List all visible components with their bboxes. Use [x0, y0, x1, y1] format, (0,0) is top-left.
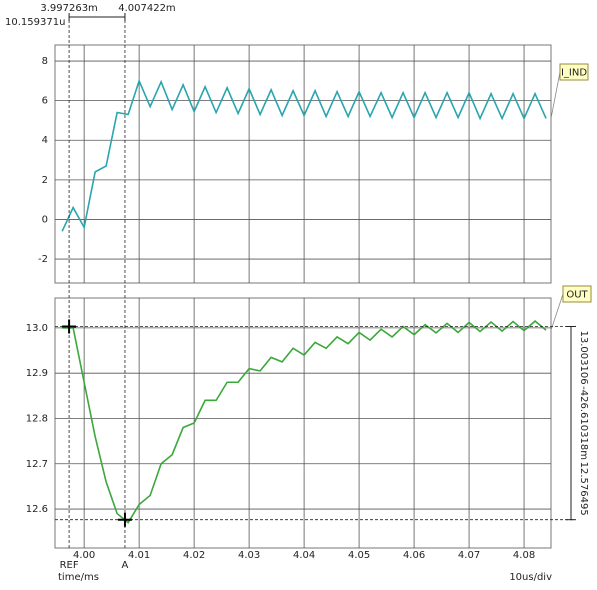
x-tick-label: 4.08 — [513, 550, 535, 561]
y-tick-label: 12.9 — [26, 368, 48, 379]
y-tick-label: 12.8 — [26, 413, 48, 424]
y-cursor-delta: -426.610318m — [578, 386, 589, 460]
x-tick-label: 4.04 — [293, 550, 315, 561]
scale-note: 10us/div — [509, 572, 552, 583]
x-tick-label: 4.05 — [348, 550, 370, 561]
legend-label: OUT — [566, 290, 588, 301]
cursor-time: 4.007422m — [118, 3, 175, 14]
series-line — [62, 320, 547, 524]
y-tick-label: 2 — [42, 175, 48, 186]
tag-box — [559, 63, 589, 81]
y-tick-label: 0 — [42, 214, 48, 225]
cursor-cross — [117, 512, 132, 527]
y-tick-label: 12.6 — [26, 504, 48, 515]
x-tick-label: 4.00 — [73, 550, 95, 561]
plot-area — [54, 297, 552, 549]
y-tick-label: -2 — [38, 254, 48, 265]
y-cursor-label: 13.003106 — [578, 330, 589, 384]
cursor-name: A — [122, 560, 129, 571]
cursor-name: REF — [60, 560, 79, 571]
y-tick-label: 6 — [42, 96, 48, 107]
series-line — [61, 78, 547, 232]
tag-box — [562, 285, 592, 303]
legend-label: I_IND — [561, 68, 587, 79]
tag-leader — [550, 293, 564, 331]
tag-leader — [550, 71, 561, 119]
y-tick-label: 13.0 — [26, 323, 48, 334]
cursor-cross — [62, 319, 77, 334]
x-tick-label: 4.06 — [403, 550, 425, 561]
cursor-delta: 10.159371u — [5, 17, 65, 28]
y-tick-label: 8 — [42, 56, 48, 67]
x-axis-label: time/ms — [58, 572, 99, 583]
y-tick-label: 4 — [42, 135, 48, 146]
x-tick-label: 4.02 — [183, 550, 205, 561]
y-cursor-label: 12.576495 — [578, 462, 589, 516]
x-tick-label: 4.03 — [238, 550, 260, 561]
cursor-time: 3.997263m — [40, 3, 97, 14]
x-tick-label: 4.01 — [128, 550, 150, 561]
x-tick-label: 4.07 — [458, 550, 480, 561]
y-tick-label: 12.7 — [26, 459, 48, 470]
plot-area — [54, 44, 552, 284]
